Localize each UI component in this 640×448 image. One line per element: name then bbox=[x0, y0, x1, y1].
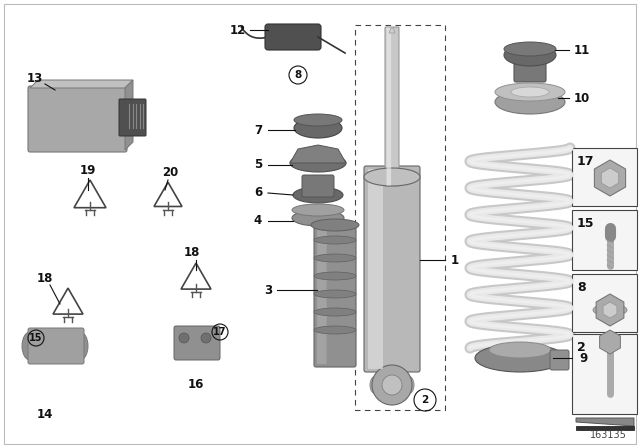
Ellipse shape bbox=[314, 272, 356, 280]
Text: 13: 13 bbox=[27, 72, 43, 85]
FancyBboxPatch shape bbox=[514, 53, 546, 82]
Text: 15: 15 bbox=[29, 333, 43, 343]
Text: 12: 12 bbox=[230, 23, 246, 36]
Ellipse shape bbox=[402, 376, 414, 394]
Ellipse shape bbox=[314, 290, 356, 298]
Ellipse shape bbox=[370, 376, 382, 394]
Ellipse shape bbox=[72, 332, 88, 360]
FancyBboxPatch shape bbox=[28, 328, 84, 364]
Ellipse shape bbox=[475, 344, 565, 372]
Bar bbox=[355, 25, 445, 410]
Text: 16: 16 bbox=[188, 379, 204, 392]
Ellipse shape bbox=[293, 187, 343, 203]
Polygon shape bbox=[576, 418, 634, 426]
Ellipse shape bbox=[504, 42, 556, 56]
Text: 11: 11 bbox=[574, 43, 590, 56]
Text: 18: 18 bbox=[37, 271, 53, 284]
Bar bbox=[572, 210, 637, 270]
Bar bbox=[572, 148, 637, 206]
FancyBboxPatch shape bbox=[364, 166, 420, 372]
FancyBboxPatch shape bbox=[314, 223, 356, 367]
Text: 3: 3 bbox=[264, 284, 272, 297]
FancyBboxPatch shape bbox=[387, 27, 391, 185]
Ellipse shape bbox=[311, 219, 359, 231]
Text: 7: 7 bbox=[254, 124, 262, 137]
Polygon shape bbox=[389, 28, 395, 33]
FancyBboxPatch shape bbox=[385, 27, 399, 186]
Text: 8: 8 bbox=[294, 70, 301, 80]
Text: 17: 17 bbox=[577, 155, 595, 168]
Ellipse shape bbox=[364, 168, 420, 186]
FancyBboxPatch shape bbox=[265, 24, 321, 50]
Circle shape bbox=[382, 375, 402, 395]
FancyBboxPatch shape bbox=[368, 169, 383, 369]
Text: 2: 2 bbox=[577, 341, 586, 354]
Polygon shape bbox=[600, 330, 620, 354]
Ellipse shape bbox=[292, 210, 344, 226]
Circle shape bbox=[372, 365, 412, 405]
Polygon shape bbox=[30, 80, 133, 88]
Circle shape bbox=[179, 333, 189, 343]
FancyBboxPatch shape bbox=[302, 175, 334, 197]
Ellipse shape bbox=[495, 83, 565, 101]
Circle shape bbox=[201, 333, 211, 343]
FancyBboxPatch shape bbox=[174, 326, 220, 360]
FancyBboxPatch shape bbox=[550, 350, 569, 370]
Ellipse shape bbox=[294, 118, 342, 138]
Polygon shape bbox=[290, 145, 346, 163]
Ellipse shape bbox=[292, 204, 344, 216]
FancyBboxPatch shape bbox=[28, 86, 127, 152]
Polygon shape bbox=[603, 302, 617, 318]
Ellipse shape bbox=[489, 342, 551, 358]
Ellipse shape bbox=[314, 236, 356, 244]
Text: 10: 10 bbox=[574, 91, 590, 104]
Ellipse shape bbox=[593, 304, 627, 316]
Text: 8: 8 bbox=[577, 281, 586, 294]
Polygon shape bbox=[602, 168, 619, 188]
Text: 14: 14 bbox=[37, 409, 53, 422]
Ellipse shape bbox=[504, 44, 556, 66]
Ellipse shape bbox=[314, 254, 356, 262]
Text: 5: 5 bbox=[254, 159, 262, 172]
Ellipse shape bbox=[22, 332, 38, 360]
Bar bbox=[572, 334, 637, 414]
Text: 20: 20 bbox=[162, 165, 178, 178]
FancyBboxPatch shape bbox=[119, 99, 146, 136]
FancyBboxPatch shape bbox=[317, 226, 326, 364]
Text: 19: 19 bbox=[80, 164, 96, 177]
Text: 1: 1 bbox=[451, 254, 459, 267]
Ellipse shape bbox=[294, 114, 342, 126]
Text: 2: 2 bbox=[421, 395, 429, 405]
Bar bbox=[572, 274, 637, 332]
Text: 6: 6 bbox=[254, 186, 262, 199]
Polygon shape bbox=[595, 160, 625, 196]
Text: 15: 15 bbox=[577, 217, 595, 230]
Polygon shape bbox=[125, 80, 133, 150]
Ellipse shape bbox=[314, 326, 356, 334]
Text: 163135: 163135 bbox=[590, 430, 627, 440]
Text: 17: 17 bbox=[213, 327, 227, 337]
Ellipse shape bbox=[511, 87, 549, 97]
Text: 4: 4 bbox=[254, 215, 262, 228]
Ellipse shape bbox=[290, 154, 346, 172]
Bar bbox=[576, 426, 634, 430]
Text: 18: 18 bbox=[184, 246, 200, 258]
Ellipse shape bbox=[314, 308, 356, 316]
Ellipse shape bbox=[495, 90, 565, 114]
Polygon shape bbox=[596, 294, 624, 326]
Text: 9: 9 bbox=[580, 352, 588, 365]
